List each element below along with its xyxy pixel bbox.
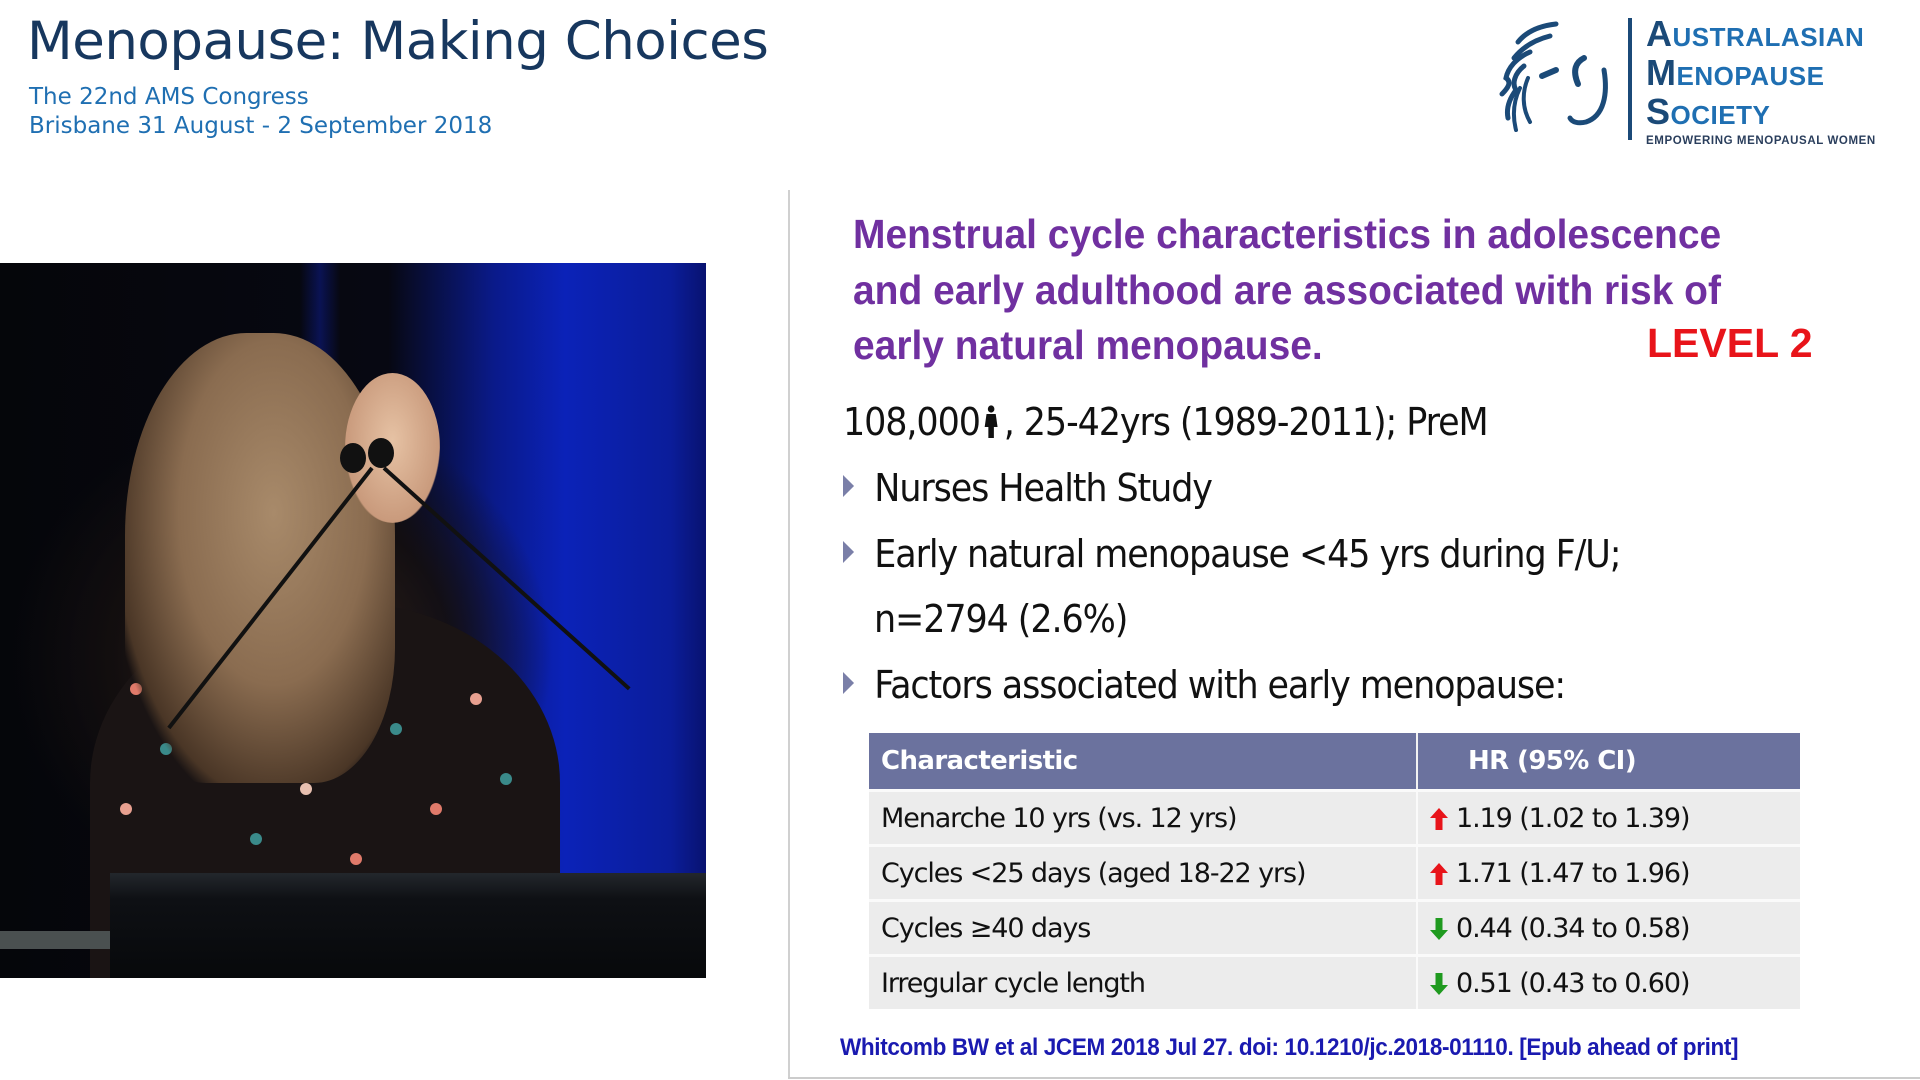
conference-title: Menopause: Making Choices [27,11,769,72]
bullet-text: Nurses Health Study [874,466,1213,510]
logo-text: S [1646,91,1671,132]
characteristic-cell: Menarche 10 yrs (vs. 12 yrs) [869,789,1416,844]
hr-value: 1.19 (1.02 to 1.39) [1456,802,1690,834]
cohort-count: 108,000 [843,400,981,444]
hr-value: 0.51 (0.43 to 0.60) [1456,967,1690,999]
slide-title: Menstrual cycle characteristics in adole… [853,207,1803,374]
ams-logo: AUSTRALASIAN MENOPAUSE SOCIETY EMPOWERIN… [1480,13,1900,148]
bullet-item: Early natural menopause <45 yrs during F… [843,532,1622,576]
podium [110,873,706,978]
table-header-row: Characteristic HR (95% CI) [869,733,1800,789]
bullet-item: Nurses Health Study [843,466,1213,510]
evidence-level-badge: LEVEL 2 [1647,320,1813,366]
table-row: Menarche 10 yrs (vs. 12 yrs) 1.19 (1.02 … [869,789,1800,844]
citation-reference: Whitcomb BW et al JCEM 2018 Jul 27. doi:… [840,1034,1739,1061]
bullet-triangle-icon [843,672,855,694]
hr-cell: 0.51 (0.43 to 0.60) [1416,954,1800,1009]
bullet-continuation: n=2794 (2.6%) [874,597,1128,641]
hr-cell: 1.19 (1.02 to 1.39) [1416,789,1800,844]
logo-divider [1628,18,1632,140]
logo-text: A [1646,13,1673,54]
slide-title-line: Menstrual cycle characteristics in adole… [853,211,1722,257]
conference-subtitle: The 22nd AMS Congress [29,84,309,110]
speaker-hair [125,333,395,783]
bullet-triangle-icon [843,541,855,563]
woman-profile-logo-icon [1499,21,1608,132]
slide-left-border [788,190,790,1078]
microphone-icon [368,438,394,468]
table-row: Irregular cycle length 0.51 (0.43 to 0.6… [869,954,1800,1009]
column-header-hr: HR (95% CI) [1416,733,1800,789]
bullet-text: Early natural menopause <45 yrs during F… [874,532,1621,576]
logo-wordmark: AUSTRALASIAN MENOPAUSE SOCIETY EMPOWERIN… [1646,13,1876,148]
logo-text: ENOPAUSE [1676,61,1825,91]
arrow-down-icon [1430,917,1448,940]
slide-bottom-border [788,1077,1920,1079]
cohort-details: , 25-42yrs (1989-2011); PreM [1003,400,1489,444]
arrow-up-icon [1430,807,1448,830]
arrow-up-icon [1430,862,1448,885]
podium-rail [0,931,110,949]
hazard-ratio-table: Characteristic HR (95% CI) Menarche 10 y… [869,733,1800,1009]
bullet-item: Factors associated with early menopause: [843,663,1566,707]
hr-cell: 1.71 (1.47 to 1.96) [1416,844,1800,899]
characteristic-cell: Irregular cycle length [869,954,1416,1009]
logo-text: OCIETY [1670,100,1771,130]
speaker-video[interactable] [0,263,706,978]
bullet-triangle-icon [843,475,855,497]
hr-value: 1.71 (1.47 to 1.96) [1456,857,1690,889]
arrow-down-icon [1430,972,1448,995]
slide-title-line: and early adulthood are associated with … [853,266,1721,313]
woman-icon [984,405,998,438]
microphone-icon [340,443,366,473]
logo-tagline: EMPOWERING MENOPAUSAL WOMEN [1646,135,1876,147]
characteristic-cell: Cycles <25 days (aged 18-22 yrs) [869,844,1416,899]
table-row: Cycles ≥40 days 0.44 (0.34 to 0.58) [869,899,1800,954]
hr-cell: 0.44 (0.34 to 0.58) [1416,899,1800,954]
slide-title-line: early natural menopause. [853,322,1323,368]
column-header-characteristic: Characteristic [869,733,1416,789]
logo-text: USTRALASIAN [1672,22,1865,52]
table-row: Cycles <25 days (aged 18-22 yrs) 1.71 (1… [869,844,1800,899]
logo-text: M [1646,52,1677,93]
cohort-summary: 108,000 , 25-42yrs (1989-2011); PreM [843,400,1489,444]
hr-value: 0.44 (0.34 to 0.58) [1456,912,1690,944]
conference-dates: Brisbane 31 August - 2 September 2018 [29,113,493,139]
characteristic-cell: Cycles ≥40 days [869,899,1416,954]
bullet-text: Factors associated with early menopause: [874,663,1566,707]
